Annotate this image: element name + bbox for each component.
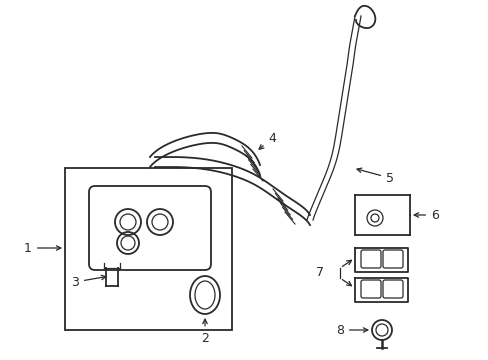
- Text: 1: 1: [24, 242, 61, 255]
- Text: 5: 5: [356, 168, 393, 185]
- Text: 8: 8: [335, 324, 367, 337]
- Text: 3: 3: [71, 275, 106, 288]
- Text: 7: 7: [315, 266, 324, 279]
- Bar: [65, 168, 231, 330]
- Text: 4: 4: [259, 131, 275, 149]
- Text: 2: 2: [201, 319, 208, 345]
- Text: 6: 6: [413, 208, 438, 221]
